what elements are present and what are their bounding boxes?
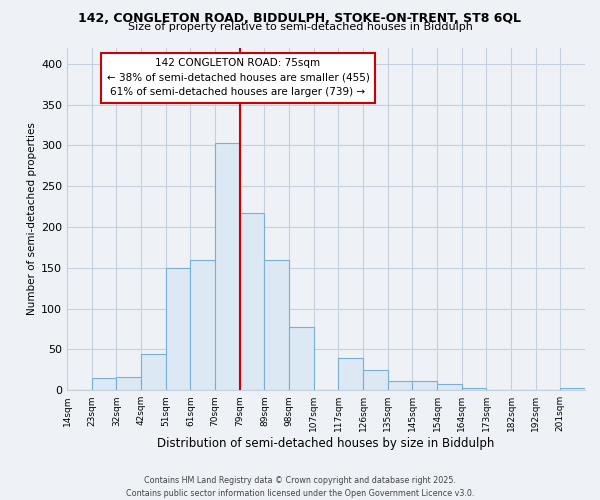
Bar (338, 358, 363, 390)
X-axis label: Distribution of semi-detached houses by size in Biddulph: Distribution of semi-detached houses by … (157, 437, 495, 450)
Bar (289, 328, 314, 390)
Bar (190, 260, 215, 390)
Bar (141, 354, 166, 390)
Bar (363, 370, 388, 390)
Bar (437, 384, 462, 390)
Text: 142 CONGLETON ROAD: 75sqm
← 38% of semi-detached houses are smaller (455)
61% of: 142 CONGLETON ROAD: 75sqm ← 38% of semi-… (107, 58, 370, 98)
Text: Contains HM Land Registry data © Crown copyright and database right 2025.
Contai: Contains HM Land Registry data © Crown c… (126, 476, 474, 498)
Bar (215, 143, 240, 390)
Text: Size of property relative to semi-detached houses in Biddulph: Size of property relative to semi-detach… (128, 22, 472, 32)
Bar (265, 260, 289, 390)
Bar (166, 268, 190, 390)
Y-axis label: Number of semi-detached properties: Number of semi-detached properties (27, 122, 37, 316)
Bar (560, 388, 585, 390)
Bar (412, 381, 437, 390)
Bar (240, 213, 265, 390)
Text: 142, CONGLETON ROAD, BIDDULPH, STOKE-ON-TRENT, ST8 6QL: 142, CONGLETON ROAD, BIDDULPH, STOKE-ON-… (79, 12, 521, 26)
Bar (116, 377, 141, 390)
Bar (388, 381, 412, 390)
Bar (462, 388, 487, 390)
Bar (92, 378, 116, 390)
